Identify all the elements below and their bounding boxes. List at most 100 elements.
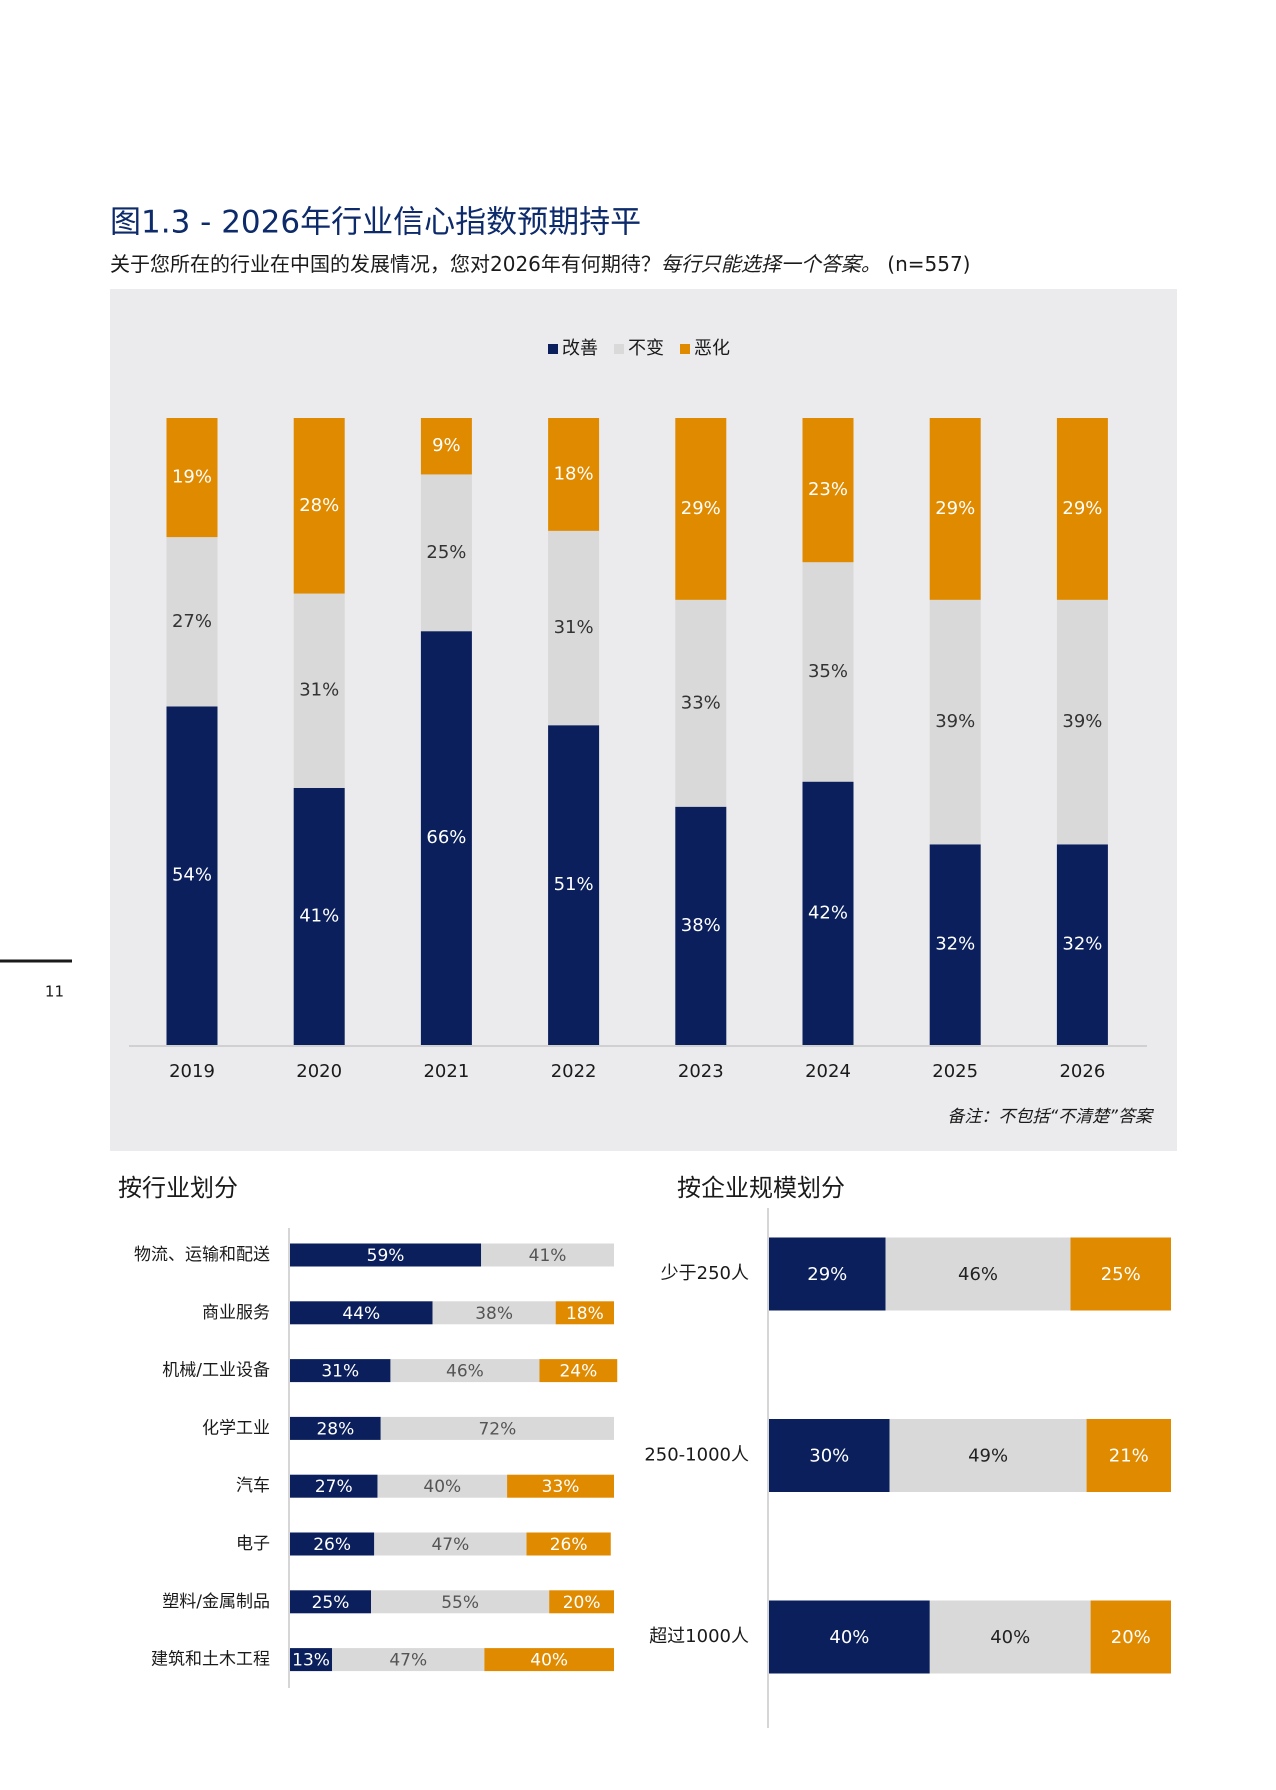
bar-segment xyxy=(290,1359,391,1383)
value-label: 49% xyxy=(968,1446,1008,1467)
value-label: 29% xyxy=(935,498,975,519)
subtitle-text: 关于您所在的行业在中国的发展情况，您对2026年有何期待？ xyxy=(110,252,661,276)
bar-segment xyxy=(290,1532,375,1556)
legend-swatch xyxy=(548,344,558,354)
bar-segment xyxy=(1070,1237,1171,1311)
value-label: 38% xyxy=(475,1304,513,1324)
bar-segment xyxy=(290,1474,378,1498)
y-tick-label: 塑料/金属制品 xyxy=(162,1592,270,1612)
value-label: 59% xyxy=(367,1246,405,1266)
bar-segment xyxy=(548,418,600,531)
subtitle-italic: 每行只能选择一个答案。 xyxy=(661,252,881,276)
bar-segment xyxy=(1090,1600,1171,1674)
value-label: 20% xyxy=(1111,1627,1151,1648)
bar-segment xyxy=(885,1237,1071,1311)
value-label: 40% xyxy=(990,1627,1030,1648)
legend-label: 不变 xyxy=(628,338,664,359)
x-tick-label: 2024 xyxy=(805,1061,851,1082)
value-label: 26% xyxy=(550,1535,588,1555)
value-label: 25% xyxy=(426,542,466,563)
bar-segment xyxy=(166,537,218,707)
value-label: 31% xyxy=(321,1362,359,1382)
value-label: 39% xyxy=(1062,711,1102,732)
bar-segment xyxy=(377,1474,508,1498)
x-tick-label: 2019 xyxy=(169,1061,215,1082)
legend-swatch xyxy=(680,344,690,354)
bar-segment xyxy=(675,599,727,807)
value-label: 31% xyxy=(554,617,594,638)
bar-segment xyxy=(548,530,600,726)
value-label: 40% xyxy=(530,1651,568,1671)
value-label: 30% xyxy=(809,1446,849,1467)
value-label: 28% xyxy=(316,1419,354,1439)
bar-segment xyxy=(548,725,600,1045)
chart-title: 按行业划分 xyxy=(118,1174,238,1202)
bar-segment xyxy=(166,418,218,538)
bar-segment xyxy=(484,1648,614,1672)
value-label: 23% xyxy=(808,479,848,500)
bar-segment xyxy=(802,781,854,1045)
bar-segment xyxy=(290,1590,371,1614)
bar-segment xyxy=(290,1648,333,1672)
value-label: 47% xyxy=(431,1535,469,1555)
bar-segment xyxy=(166,706,218,1045)
bar-segment xyxy=(1086,1419,1171,1492)
value-label: 72% xyxy=(478,1419,516,1439)
bar-segment xyxy=(420,474,472,632)
value-label: 33% xyxy=(681,692,721,713)
bar-segment xyxy=(675,418,727,600)
y-tick-label: 250-1000人 xyxy=(644,1445,749,1466)
value-label: 55% xyxy=(441,1593,479,1613)
x-tick-label: 2022 xyxy=(551,1061,597,1082)
value-label: 18% xyxy=(566,1304,604,1324)
bar-segment xyxy=(1056,599,1108,845)
chart-title: 按企业规模划分 xyxy=(677,1174,845,1202)
value-label: 51% xyxy=(554,874,594,895)
value-label: 28% xyxy=(299,495,339,516)
bar-segment xyxy=(1056,844,1108,1045)
value-label: 54% xyxy=(172,865,212,886)
legend-label: 改善 xyxy=(562,338,598,359)
value-label: 42% xyxy=(808,902,848,923)
bar-segment xyxy=(539,1359,618,1383)
value-label: 25% xyxy=(312,1593,350,1613)
value-label: 27% xyxy=(172,611,212,632)
bar-segment xyxy=(293,787,345,1045)
value-label: 31% xyxy=(299,680,339,701)
value-label: 18% xyxy=(554,463,594,484)
bar-segment xyxy=(507,1474,614,1498)
bar-segment xyxy=(802,562,854,782)
bar-segment xyxy=(420,631,472,1045)
value-label: 29% xyxy=(807,1264,847,1285)
bar-segment xyxy=(929,844,981,1045)
y-tick-label: 电子 xyxy=(236,1534,270,1554)
x-tick-label: 2026 xyxy=(1059,1061,1105,1082)
bar-segment xyxy=(769,1419,890,1492)
y-tick-label: 化学工业 xyxy=(202,1418,270,1438)
value-label: 24% xyxy=(559,1362,597,1382)
value-label: 29% xyxy=(681,498,721,519)
x-tick-label: 2025 xyxy=(932,1061,978,1082)
bar-segment xyxy=(293,593,345,788)
bar-segment xyxy=(769,1237,886,1311)
bar-segment xyxy=(1056,418,1108,600)
value-label: 13% xyxy=(292,1651,330,1671)
value-label: 40% xyxy=(423,1477,461,1497)
value-label: 46% xyxy=(446,1362,484,1382)
value-label: 47% xyxy=(389,1651,427,1671)
bar-segment xyxy=(929,1600,1091,1674)
bar-segment xyxy=(769,1600,930,1674)
page-number: 11 xyxy=(45,983,64,1001)
bar-segment xyxy=(549,1590,614,1614)
y-tick-label: 建筑和土木工程 xyxy=(151,1650,270,1670)
value-label: 66% xyxy=(426,827,466,848)
value-label: 33% xyxy=(542,1477,580,1497)
value-label: 35% xyxy=(808,661,848,682)
bar-segment xyxy=(290,1301,433,1325)
value-label: 32% xyxy=(935,934,975,955)
bar-segment xyxy=(290,1416,381,1440)
bar-segment xyxy=(526,1532,611,1556)
chart-note: 备注：不包括“不清楚”答案 xyxy=(947,1107,1154,1127)
bar-segment xyxy=(929,599,981,845)
